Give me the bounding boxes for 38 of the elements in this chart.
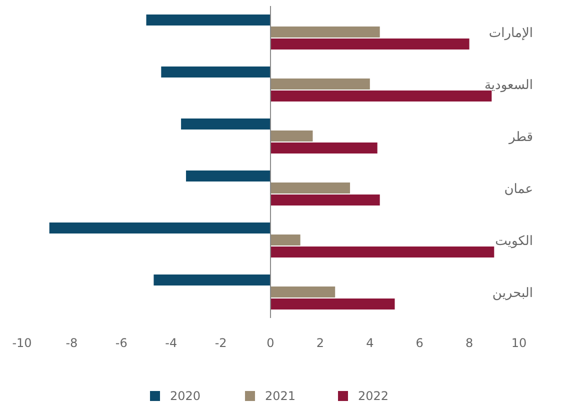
bar <box>181 118 270 130</box>
x-tick-label: -10 <box>12 336 32 350</box>
x-tick-label: -2 <box>214 336 227 350</box>
y-tick-label: عمان <box>504 182 533 197</box>
bar <box>154 274 270 286</box>
bar <box>270 286 336 298</box>
bar <box>270 246 494 258</box>
y-tick-label: السعودية <box>484 78 533 93</box>
x-tick-label: 6 <box>416 336 424 350</box>
x-tick-label: 10 <box>511 336 527 350</box>
y-tick-label: الكويت <box>495 234 533 249</box>
bar <box>270 38 470 50</box>
y-tick-label: البحرين <box>492 286 533 301</box>
y-tick-label: قطر <box>508 130 533 145</box>
x-tick-label: 4 <box>366 336 374 350</box>
bar <box>270 26 380 38</box>
bar <box>270 234 300 246</box>
x-tick-label: -8 <box>66 336 78 350</box>
bar <box>270 142 378 154</box>
bar <box>270 78 370 90</box>
x-tick-label: 0 <box>266 336 274 350</box>
bar <box>49 222 270 234</box>
x-tick-label: -6 <box>115 336 128 350</box>
legend-label: 2021 <box>265 389 296 403</box>
x-tick-label: 8 <box>465 336 474 350</box>
bar <box>270 298 395 310</box>
legend-label: 2022 <box>358 389 389 403</box>
bar <box>270 182 350 194</box>
bar <box>270 90 492 102</box>
y-tick-label: الإمارات <box>488 26 533 41</box>
bar <box>186 170 270 182</box>
x-tick-label: 2 <box>316 336 324 350</box>
bar <box>161 66 270 78</box>
bar <box>270 194 380 206</box>
bar <box>146 14 270 26</box>
legend-label: 2020 <box>170 389 201 403</box>
bar <box>270 130 313 142</box>
x-tick-label: -4 <box>165 336 178 350</box>
